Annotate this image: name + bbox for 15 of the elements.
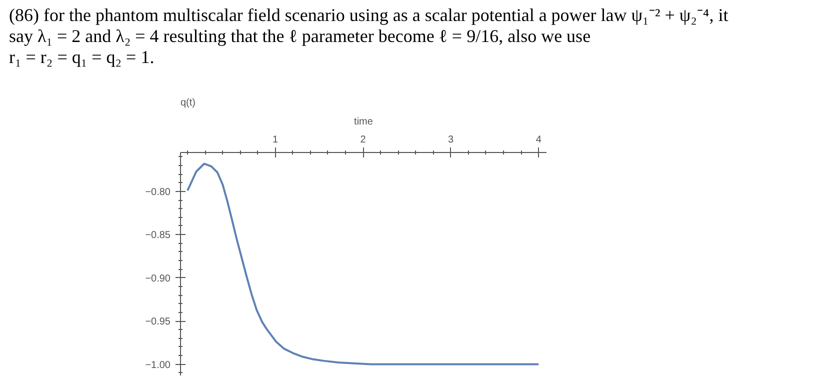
y-tick-label: −0.90 bbox=[145, 273, 171, 284]
x-tick-label: 3 bbox=[448, 134, 454, 146]
x-tick-label: 2 bbox=[360, 134, 366, 146]
x-axis-title: time bbox=[354, 116, 374, 128]
y-tick-label: −0.80 bbox=[145, 186, 171, 198]
text: r₁ = r₂ = q₁ = q₂ = 1. bbox=[9, 47, 154, 67]
line-series bbox=[186, 162, 540, 366]
y-axis-title: q(t) bbox=[180, 98, 196, 108]
y-tick-label: −0.95 bbox=[145, 316, 171, 328]
text: say λ₁ = 2 and λ₂ = 4 resulting that the ℓ parameter become ℓ = 9/16, also we use bbox=[9, 26, 591, 46]
x-tick-label: 4 bbox=[536, 134, 542, 146]
x-tick-label: 1 bbox=[272, 134, 279, 146]
y-tick-label: −0.85 bbox=[145, 230, 171, 242]
text: (86) for the phantom multiscalar field scenario using as a scalar potential a power law ψ₁⁻² + ψ₂⁻⁴, it bbox=[9, 5, 728, 25]
y-tick-label: −1.00 bbox=[145, 360, 171, 371]
